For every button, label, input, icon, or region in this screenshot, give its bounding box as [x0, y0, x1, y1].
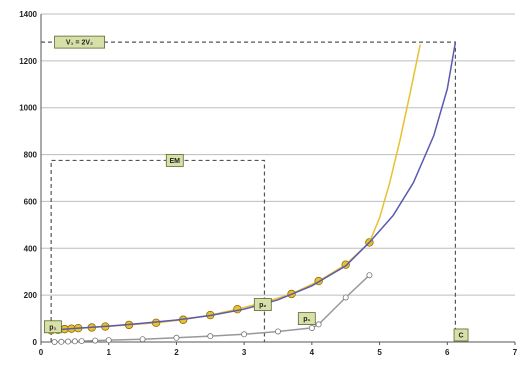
y-tick-label: 200 [24, 291, 38, 300]
x-tick-label: 7 [513, 348, 518, 357]
guide-lines [41, 41, 457, 342]
data-point [92, 337, 99, 344]
annotation-label: p₁ [49, 324, 56, 331]
x-tick-label: 4 [310, 348, 315, 357]
annotation-box [165, 154, 184, 167]
data-point [105, 337, 112, 344]
data-point [274, 328, 281, 335]
x-tick-label: 2 [174, 348, 179, 357]
data-point [207, 333, 214, 340]
y-tick-label: 600 [24, 197, 38, 206]
annotation-label: C [459, 332, 464, 339]
data-point [241, 331, 248, 338]
data-point [51, 338, 58, 345]
annotation-label: p₂ [259, 302, 266, 309]
data-point [58, 338, 65, 345]
x-tick-label: 0 [39, 348, 44, 357]
data-point [71, 338, 78, 345]
y-tick-label: 400 [24, 244, 38, 253]
series-line [368, 44, 421, 243]
x-tick-label: 5 [377, 348, 382, 357]
axes: 0 200 400 600 800 1000 1200 1400 0 1 2 3 4 5 6 7 [19, 10, 518, 357]
annotation-box [54, 35, 105, 49]
series-line [54, 274, 370, 343]
series-line [51, 41, 457, 332]
annotation-box [43, 320, 62, 334]
v1-guide-line [41, 41, 457, 342]
y-tick-label: 800 [24, 151, 38, 160]
annotation-box [453, 328, 469, 342]
grid [41, 13, 515, 296]
data-point [315, 321, 322, 328]
annotations: V₁ = 2V₂ EM p₂ p₁ p₁ C [43, 35, 469, 342]
annotation-label: EM [170, 158, 181, 165]
data-point [65, 338, 72, 345]
data-point [78, 338, 85, 345]
y-tick-label: 0 [33, 338, 38, 347]
y-tick-label: 1200 [19, 57, 37, 66]
em-guide-box [50, 159, 266, 342]
data-point [173, 334, 180, 341]
x-tick-label: 3 [242, 348, 247, 357]
y-tick-label: 1400 [19, 10, 37, 19]
data-point [366, 272, 373, 279]
series-layer [46, 41, 457, 345]
annotation-label: V₁ = 2V₂ [66, 40, 93, 47]
x-tick-label: 6 [445, 348, 450, 357]
data-point [308, 324, 315, 331]
data-point [342, 294, 349, 301]
x-tick-label: 1 [106, 348, 111, 357]
y-tick-label: 1000 [19, 104, 37, 113]
annotation-box [253, 298, 272, 311]
data-point [139, 336, 146, 343]
annotation-box [297, 312, 316, 325]
annotation-label: p₁ [303, 316, 310, 323]
